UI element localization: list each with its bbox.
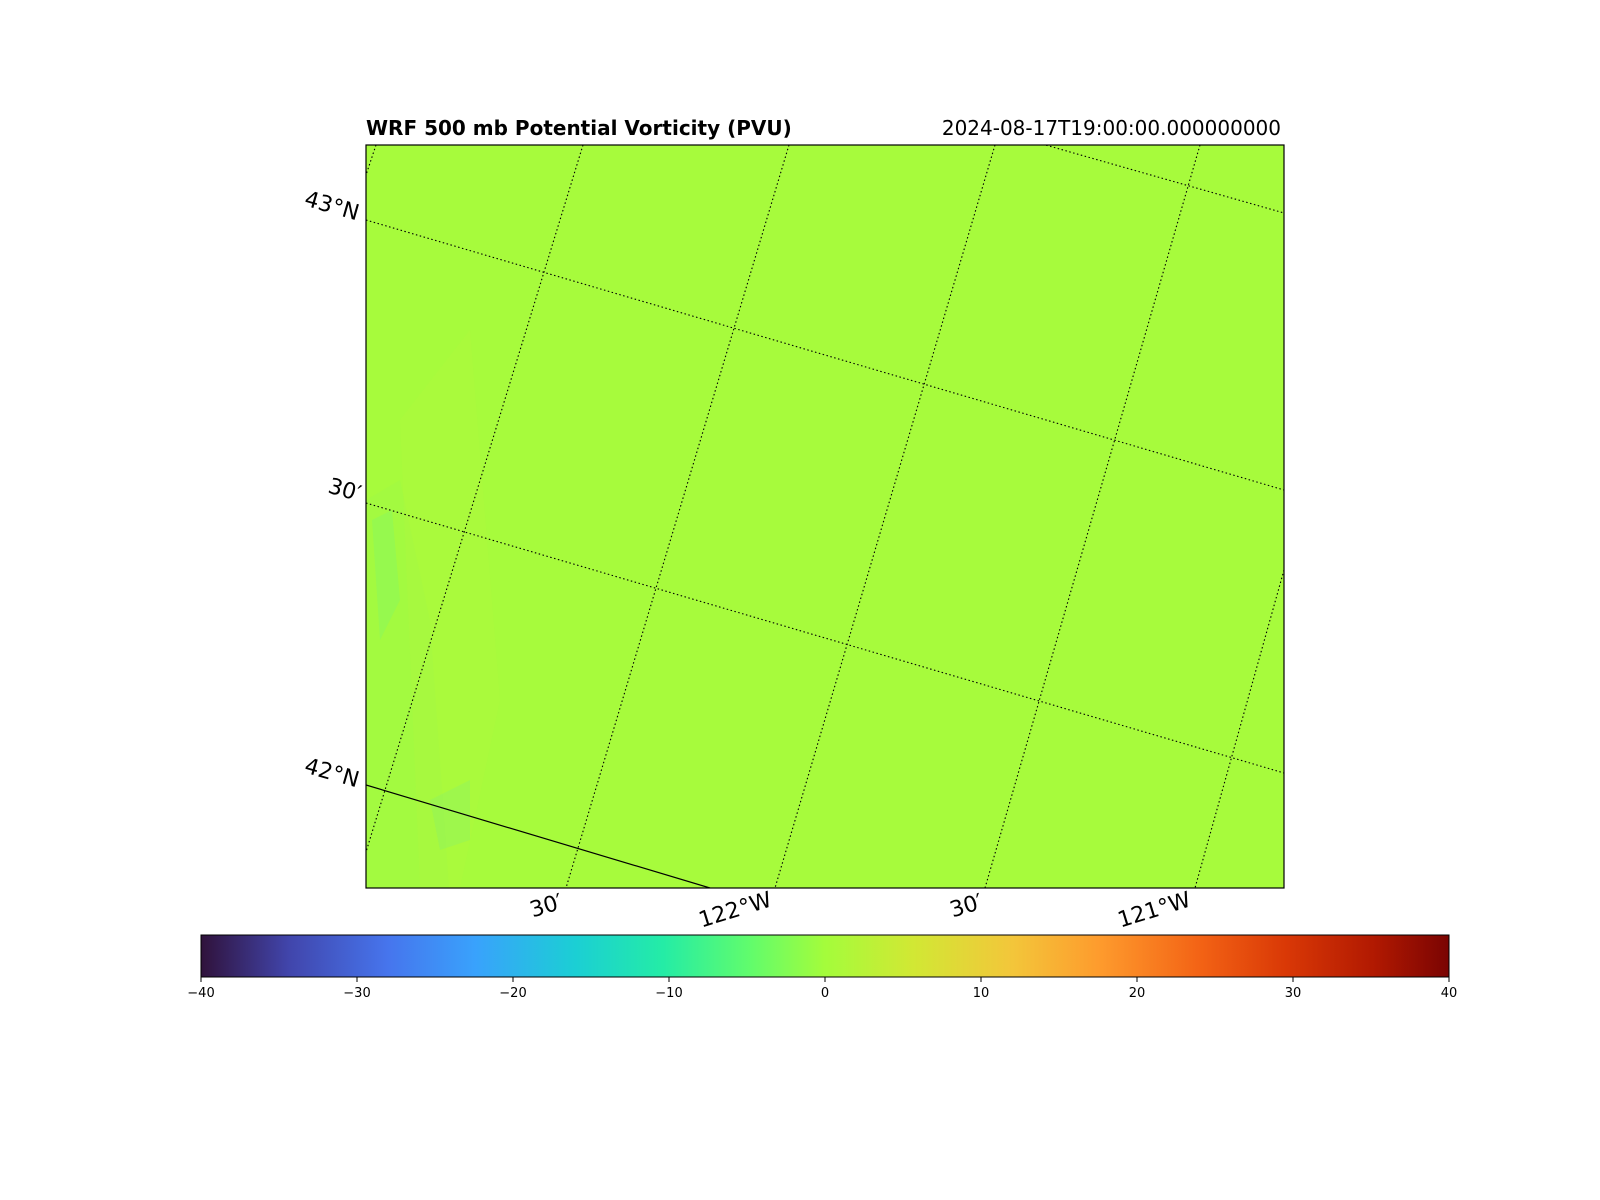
longitude-gridlines — [366, 145, 1284, 888]
colorbar-tick-label: 10 — [972, 986, 990, 1001]
map-border — [365, 144, 1285, 889]
colorbar-tick-label: 40 — [1440, 986, 1458, 1001]
colorbar-tick-label: −30 — [343, 986, 371, 1001]
colorbar-tick-label: 20 — [1128, 986, 1146, 1001]
colorbar-ticks — [200, 977, 1450, 982]
pv-field — [366, 145, 1284, 888]
colorbar — [200, 934, 1450, 978]
colorbar-tick-label: −20 — [499, 986, 527, 1001]
colorbar-tick-label: −40 — [187, 986, 215, 1001]
colorbar-tick-label: 0 — [820, 986, 830, 1001]
state-border — [366, 784, 711, 888]
map-timestamp: 2024-08-17T19:00:00.000000000 — [941, 116, 1281, 140]
pv-field-variations — [366, 145, 1284, 888]
colorbar-tick-label: 30 — [1284, 986, 1302, 1001]
map-title: WRF 500 mb Potential Vorticity (PVU) — [366, 116, 792, 140]
colorbar-tick-label: −10 — [655, 986, 683, 1001]
